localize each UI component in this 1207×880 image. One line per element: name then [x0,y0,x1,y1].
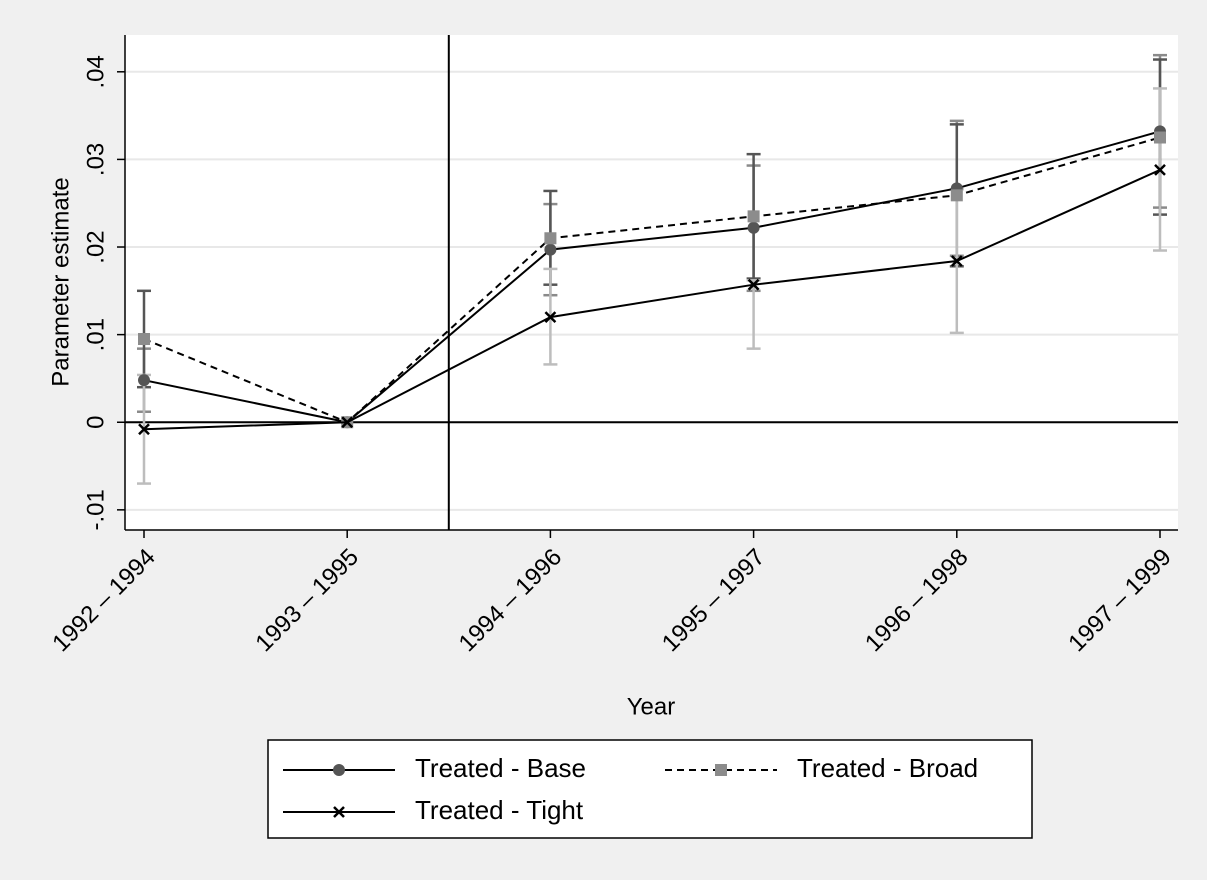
data-point [138,374,150,387]
data-point [1154,131,1166,144]
y-axis-title: Parameter estimate [47,177,74,386]
legend [267,739,1033,839]
legend-label: Treated - Tight [415,795,584,825]
data-point [950,189,963,202]
data-point [950,255,963,267]
y-tick-label: .03 [82,143,109,176]
legend-label: Treated - Base [415,753,586,783]
data-point [544,232,557,245]
data-point [138,333,150,346]
series-line [143,136,1161,424]
y-tick-label: .02 [82,230,109,263]
y-tick-label: 0 [82,416,109,429]
data-point [747,210,760,223]
series-line [143,169,1161,431]
data-point [341,416,354,429]
data-point [747,278,760,291]
legend-marker [333,764,345,776]
y-tick-label: -.01 [82,489,109,530]
legend-marker [715,764,727,776]
plot-area [125,35,1178,530]
legend-marker [333,806,345,818]
y-tick-label: .04 [82,55,109,88]
data-point [138,423,150,436]
series-line [143,130,1161,424]
data-point [1154,164,1166,176]
legend-label: Treated - Broad [797,753,978,783]
x-axis-title: Year [627,693,676,720]
y-tick-label: .01 [82,318,109,351]
data-point [544,311,557,323]
data-point [544,243,557,256]
data-point [747,221,760,234]
